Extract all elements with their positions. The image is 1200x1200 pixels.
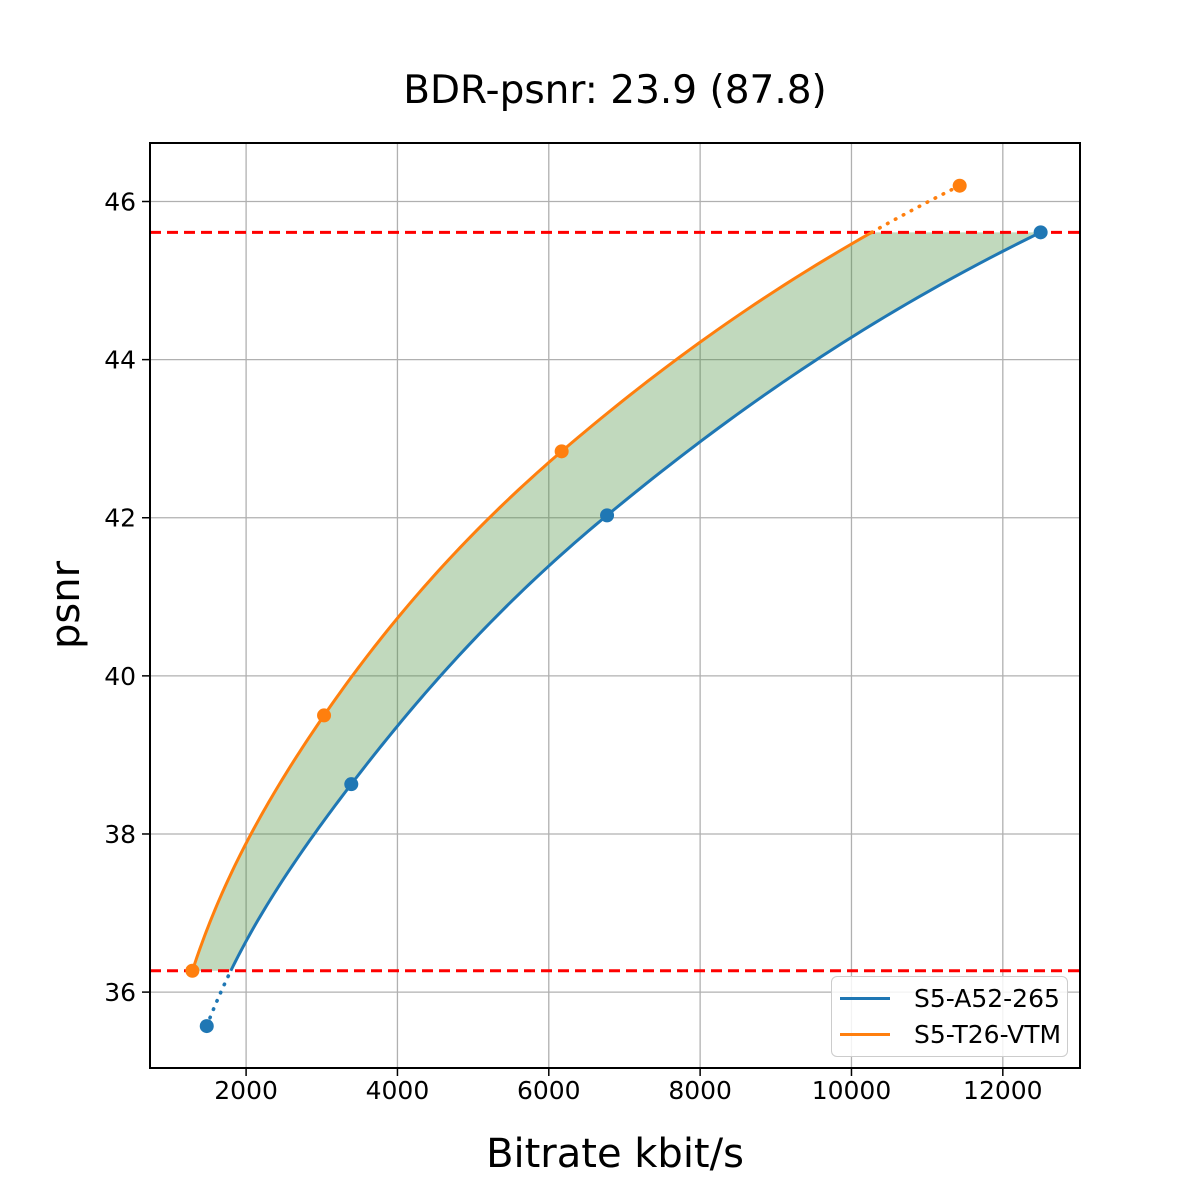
x-tick-label: 8000 — [668, 1076, 732, 1105]
axes-spines — [149, 142, 1081, 1069]
y-tick-label: 46 — [104, 188, 136, 217]
overlap-band — [192, 232, 1041, 971]
x-tick-label: 12000 — [963, 1076, 1043, 1105]
legend-label: S5-A52-265 — [914, 984, 1060, 1014]
legend-item: S5-T26-VTM — [840, 1017, 1062, 1053]
legend-label: S5-T26-VTM — [914, 1019, 1062, 1049]
y-tick-label: 36 — [104, 978, 136, 1007]
x-axis-label: Bitrate kbit/s — [486, 1131, 744, 1177]
y-axis-label: psnr — [43, 560, 89, 650]
data-point-marker — [1033, 225, 1048, 240]
data-point-marker — [199, 1019, 214, 1034]
data-point-marker — [554, 444, 569, 459]
legend-line-sample-orange — [840, 1032, 890, 1036]
y-tick-label: 38 — [104, 820, 136, 849]
x-tick-label: 10000 — [812, 1076, 892, 1105]
y-tick-label: 42 — [104, 504, 136, 533]
blue-curve-dotted — [204, 968, 233, 1028]
x-tick-label: 4000 — [366, 1076, 430, 1105]
x-tick-label: 2000 — [214, 1076, 278, 1105]
legend: S5-A52-265 S5-T26-VTM — [831, 976, 1068, 1057]
legend-item: S5-A52-265 — [840, 981, 1060, 1017]
data-point-marker — [317, 708, 332, 723]
y-tick-label: 40 — [104, 662, 136, 691]
x-tick-label: 6000 — [517, 1076, 581, 1105]
y-tick-label: 44 — [104, 346, 136, 375]
orange-curve-dotted — [869, 183, 962, 235]
data-point-marker — [952, 178, 967, 193]
data-point-marker — [600, 508, 615, 523]
chart-title: BDR-psnr: 23.9 (87.8) — [403, 68, 827, 113]
orange-curve-solid — [190, 231, 873, 972]
data-point-marker — [344, 777, 359, 792]
legend-line-sample-blue — [840, 997, 890, 1001]
blue-curve-solid — [229, 230, 1042, 972]
data-point-marker — [185, 963, 200, 978]
